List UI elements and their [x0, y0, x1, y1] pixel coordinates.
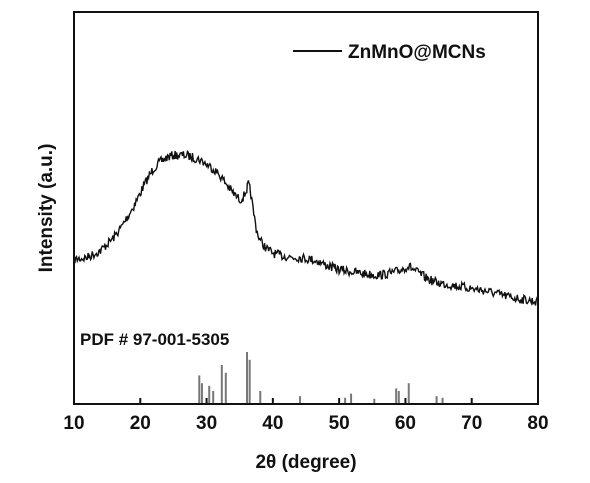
x-tick-label: 60: [395, 413, 416, 434]
reference-pattern-label: PDF # 97-001-5305: [80, 330, 229, 349]
legend-label: ZnMnO@MCNs: [348, 42, 486, 63]
x-tick-label: 40: [262, 413, 283, 434]
x-tick-label: 70: [461, 413, 482, 434]
y-axis-label: Intensity (a.u.): [36, 144, 57, 273]
x-tick-label: 20: [130, 413, 151, 434]
x-tick-label: 50: [329, 413, 350, 434]
series-layer: [74, 151, 538, 306]
series-line-znmno-mcns: [74, 151, 538, 306]
x-tick-label: 80: [527, 413, 548, 434]
x-axis-label: 2θ (degree): [255, 452, 356, 473]
x-tick-label: 30: [196, 413, 217, 434]
reference-peaks-layer: [199, 352, 442, 404]
x-tick-label: 10: [63, 413, 84, 434]
legend: ZnMnO@MCNs: [293, 42, 486, 63]
